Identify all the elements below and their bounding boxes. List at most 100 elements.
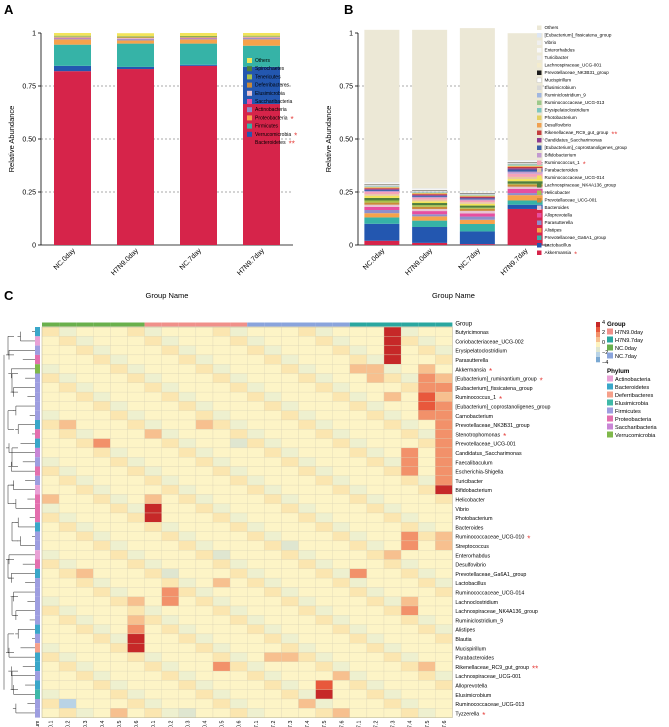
- heatmap-cell: [349, 531, 368, 542]
- bar-segment: [54, 36, 91, 37]
- heatmap-cell: [58, 382, 77, 393]
- heatmap-cell: [229, 438, 248, 449]
- heatmap-cell: [332, 577, 350, 588]
- heatmap-cell: [76, 391, 94, 402]
- heatmap-cell: [178, 364, 197, 374]
- bar-segment: [117, 43, 154, 67]
- heatmap-cell: [127, 401, 145, 411]
- heatmap-cell: [229, 326, 248, 337]
- heatmap-cell: [178, 345, 197, 356]
- heatmap-cell: [58, 438, 77, 449]
- legend-label: Vibrio: [545, 40, 557, 45]
- heatmap-cell: [41, 391, 60, 402]
- heatmap-cell: [58, 559, 77, 569]
- heatmap-cell: [383, 512, 402, 523]
- heatmap-cell: [127, 698, 145, 709]
- heatmap-cell: [264, 559, 282, 569]
- heatmap-cell: [58, 531, 77, 542]
- heatmap-cell: [247, 652, 265, 662]
- heatmap-cell: [229, 503, 248, 514]
- heatmap-cell: [144, 587, 162, 597]
- significance-mark: *: [503, 432, 506, 441]
- heatmap-cell: [332, 336, 350, 346]
- legend-swatch: [247, 82, 252, 88]
- heatmap-cell: [435, 391, 453, 402]
- heatmap-cell: [315, 410, 333, 421]
- heatmap-cell: [110, 494, 128, 504]
- phylum-legend-swatch: [607, 383, 613, 390]
- heatmap-cell: [195, 336, 214, 346]
- heatmap-cell: [298, 419, 316, 430]
- heatmap-cell: [58, 522, 77, 532]
- heatmap-cell: [298, 624, 316, 635]
- heatmap-cell: [110, 457, 128, 467]
- legend-swatch: [537, 145, 542, 150]
- group-annotation-cell: [435, 322, 453, 327]
- heatmap-cell: [315, 466, 333, 476]
- heatmap-cell: [264, 633, 282, 644]
- heatmap-cell: [349, 391, 368, 402]
- heatmap-cell: [41, 643, 60, 653]
- heatmap-cell: [161, 540, 179, 551]
- row-label: Prevotellaceae_Ga6A1_group: [455, 572, 526, 578]
- heatmap-cell: [264, 568, 282, 579]
- bar-segment: [459, 207, 495, 209]
- heatmap-cell: [247, 429, 265, 439]
- legend-label: Bacteroides: [545, 205, 570, 210]
- heatmap-cell: [58, 568, 77, 579]
- row-label: Prevotellaceae_UCG-001: [455, 442, 515, 448]
- heatmap-cell: [281, 447, 299, 458]
- bar-segment: [507, 176, 543, 180]
- heatmap-cell: [264, 494, 282, 504]
- heatmap-cell: [195, 484, 214, 495]
- y-tick-label: 1: [32, 31, 36, 38]
- heatmap-cell: [418, 475, 436, 486]
- heatmap-cell: [349, 587, 368, 597]
- heatmap-cell: [93, 475, 111, 486]
- heatmap-cell: [76, 624, 94, 635]
- heatmap-cell: [229, 447, 248, 458]
- heatmap-cell: [178, 457, 197, 467]
- phylum-annotation-cell: [35, 392, 40, 402]
- bar-segment: [364, 194, 400, 196]
- phylum-annotation-cell: [35, 364, 40, 374]
- bar-segment: [364, 210, 400, 214]
- bar-segment: [54, 65, 91, 72]
- heatmap-cell: [281, 689, 299, 700]
- heatmap-cell: [366, 615, 385, 625]
- heatmap-cell: [161, 326, 179, 337]
- heatmap-cell: [76, 522, 94, 532]
- legend-label: Proteobacteria: [255, 115, 288, 121]
- heatmap-cell: [229, 596, 248, 607]
- heatmap-cell: [110, 466, 128, 476]
- heatmap-cell: [264, 670, 282, 681]
- heatmap-cell: [144, 466, 162, 476]
- heatmap-cell: [281, 680, 299, 690]
- heatmap-cell: [383, 577, 402, 588]
- bar-segment: [507, 168, 543, 170]
- phylum-annotation-cell: [35, 540, 40, 551]
- phylum-annotation-cell: [35, 661, 40, 672]
- legend-label: Akkermansia: [545, 250, 572, 255]
- heatmap-cell: [435, 475, 453, 486]
- heatmap-cell: [315, 605, 333, 616]
- heatmap-cell: [212, 512, 231, 523]
- y-tick-label: 1: [349, 31, 353, 38]
- heatmap-cell: [212, 466, 231, 476]
- x-tick-label: H7N9.0day: [404, 247, 434, 277]
- heatmap-cell: [366, 605, 385, 616]
- heatmap-cell: [58, 466, 77, 476]
- heatmap-cell: [366, 503, 385, 514]
- heatmap-cell: [247, 624, 265, 635]
- heatmap-cell: [349, 457, 368, 467]
- heatmap-cell: [212, 531, 231, 542]
- heatmap-cell: [247, 615, 265, 625]
- heatmap-cell: [41, 354, 60, 365]
- group-annotation-cell: [298, 322, 316, 327]
- bar-segment: [364, 202, 400, 205]
- heatmap-cell: [127, 410, 145, 421]
- heatmap-cell: [93, 698, 111, 709]
- heatmap-cell: [76, 457, 94, 467]
- heatmap-cell: [161, 624, 179, 635]
- heatmap-cell: [127, 475, 145, 486]
